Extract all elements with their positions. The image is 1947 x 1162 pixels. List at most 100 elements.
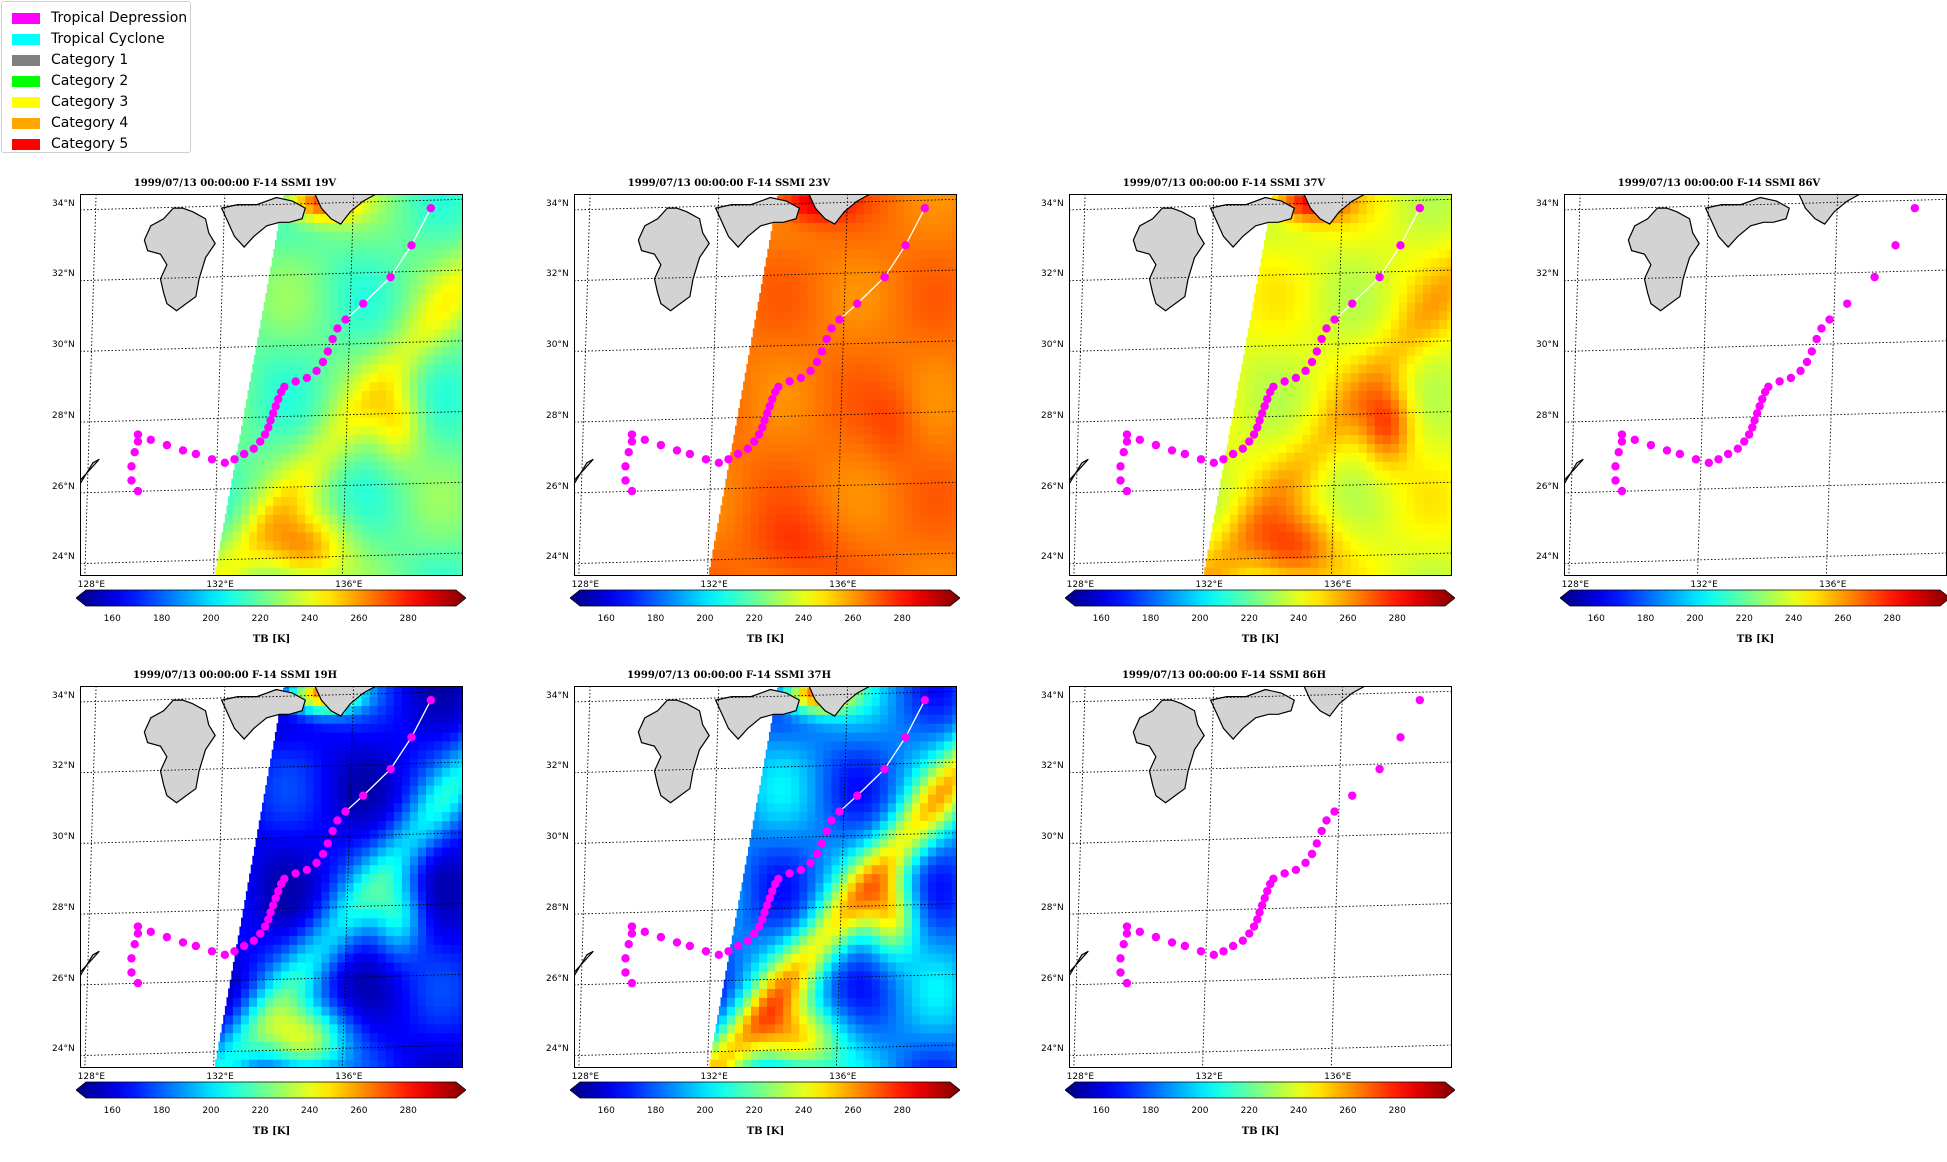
track-point [1116,954,1125,963]
track-point [127,954,136,963]
brightness-temperature-field [1204,194,1452,576]
track-point [426,695,436,705]
track-point [656,440,666,450]
latitude-gridline [574,411,957,423]
legend-swatch [12,138,40,150]
track-point [627,929,637,938]
latitude-gridline [80,690,463,703]
map-frame [1069,686,1452,1068]
track-point [1228,941,1238,951]
longitude-gridline [1330,194,1344,576]
track-point [1167,446,1177,455]
latitude-label: 34°N [546,198,569,209]
colorbar [1065,589,1455,607]
colorbar-tick-label: 260 [350,614,368,624]
panel-title: 1999/07/13 00:00:00 F-14 SSMI 19V [133,178,337,189]
track-point [1228,449,1238,459]
track-point [762,901,772,910]
colorbar-tick-label: 200 [696,614,714,624]
track-point [133,486,143,496]
track-point [621,954,630,963]
track-point [758,423,767,432]
longitude-label: 136°E [1819,580,1847,590]
track-point [785,869,794,878]
colorbar-label: TB [K] [1241,634,1280,645]
latitude-label: 28°N [1041,902,1064,913]
track-point [624,940,633,949]
track-point [1122,978,1132,988]
track-point [901,733,910,742]
track-point [291,869,300,878]
colorbar-tick-label: 220 [745,1106,763,1116]
track-point [754,430,764,439]
track-point [750,437,759,446]
honshu-coast [314,194,377,225]
longitude-gridline [1202,194,1215,576]
colorbar-label: TB [K] [252,1126,291,1137]
track-point [822,826,831,836]
latitude-label: 32°N [546,269,569,280]
colorbar-tick-label: 220 [745,614,763,624]
kyushu-land [143,207,216,312]
latitude-label: 26°N [1041,973,1064,984]
legend-label: Tropical Cyclone [51,31,165,47]
colorbar-tick-label: 180 [647,1106,665,1116]
track-point [627,922,637,931]
track-point [817,347,827,356]
colorbar-label: TB [K] [1736,634,1775,645]
honshu-coast [1303,686,1366,717]
latitude-gridline [574,832,957,844]
colorbar-tick-label: 160 [103,614,121,624]
track-point [1614,448,1623,457]
track-point [1238,936,1247,945]
map-svg [1069,686,1452,1068]
latitude-gridline [1069,903,1452,915]
colorbar-tick-label: 180 [1142,614,1160,624]
longitude-gridline [1568,194,1581,576]
track-point [271,402,280,411]
track-point [407,733,416,742]
track-point [191,941,201,951]
track-point [127,968,136,977]
brightness-temperature-field [215,194,463,576]
panel-title: 1999/07/13 00:00:00 F-14 SSMI 23V [627,178,831,189]
latitude-label: 28°N [546,902,569,913]
colorbar [570,1081,960,1099]
track-point [1255,416,1264,425]
longitude-gridline [707,194,720,576]
latitude-label: 32°N [546,761,569,772]
colorbar-tick-label: 240 [1785,614,1803,624]
latitude-label: 32°N [1041,269,1064,280]
track-point [1807,347,1817,356]
track-point [701,947,711,956]
latitude-gridline [80,411,463,423]
track-point [133,430,143,439]
colorbar-tick-label: 180 [1637,614,1655,624]
track-point [130,940,139,949]
track-point [1330,807,1339,816]
colorbar-tick-label: 220 [1735,614,1753,624]
latitude-label: 34°N [52,690,75,701]
latitude-label: 32°N [1536,269,1559,280]
shikoku-land [714,688,801,740]
latitude-gridline [1564,481,1947,494]
track-point [724,455,733,464]
longitude-label: 132°E [700,1072,728,1082]
track-point [714,950,724,960]
latitude-gridline [1564,198,1947,211]
colorbar [1065,1081,1455,1099]
longitude-label: 132°E [1690,580,1718,590]
track-point [853,299,862,308]
track-point [920,695,930,705]
latitude-label: 26°N [1041,481,1064,492]
track-point [1744,430,1754,439]
track-point [1758,394,1767,404]
track-point [133,922,143,931]
track-point [621,476,630,485]
colorbar-tick-label: 240 [1290,1106,1308,1116]
longitude-gridline [1697,194,1710,576]
legend-item: Category 1 [12,51,128,69]
colorbar-tick-label: 280 [399,1106,417,1116]
legend-item: Category 3 [12,93,128,111]
track-point [302,865,312,875]
